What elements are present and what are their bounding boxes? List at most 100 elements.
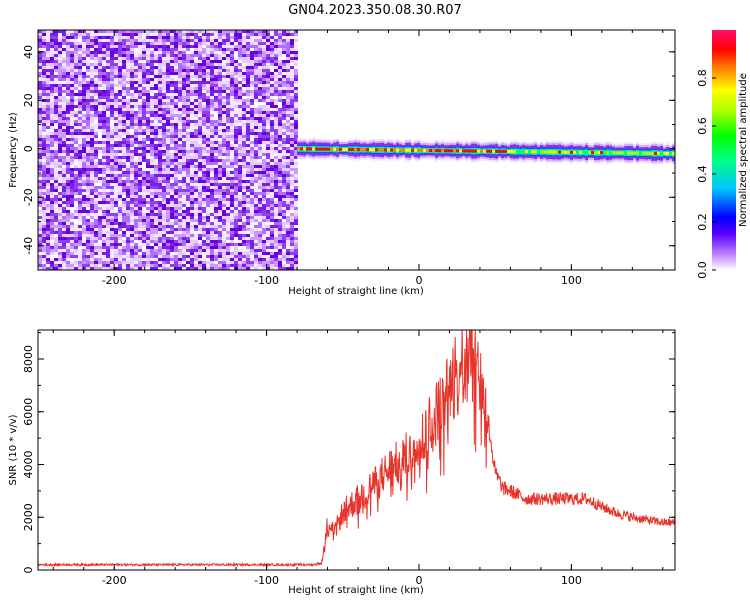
heatmap-cell — [242, 258, 246, 261]
heatmap-cell — [190, 102, 194, 105]
heatmap-cell — [90, 183, 94, 186]
heatmap-cell — [278, 96, 282, 99]
heatmap-cell — [190, 231, 194, 234]
heatmap-cell — [178, 63, 182, 66]
heatmap-cell — [186, 261, 190, 264]
heatmap-cell — [78, 144, 82, 147]
heatmap-cell — [234, 204, 238, 207]
heatmap-cell — [198, 39, 202, 42]
heatmap-cell — [98, 30, 102, 33]
heatmap-cell — [86, 39, 90, 42]
heatmap-cell — [110, 240, 114, 243]
heatmap-cell — [166, 171, 170, 174]
heatmap-cell — [50, 72, 54, 75]
heatmap-cell — [190, 147, 194, 150]
heatmap-cell — [250, 180, 254, 183]
heatmap-cell — [150, 207, 154, 210]
heatmap-cell — [282, 240, 286, 243]
heatmap-cell — [250, 249, 254, 252]
heatmap-cell — [270, 45, 274, 48]
heatmap-cell — [262, 228, 266, 231]
heatmap-cell — [98, 78, 102, 81]
heatmap-cell — [54, 45, 58, 48]
heatmap-cell — [106, 102, 110, 105]
heatmap-cell — [126, 102, 130, 105]
heatmap-cell — [210, 96, 214, 99]
heatmap-cell — [94, 186, 98, 189]
heatmap-cell — [194, 141, 198, 144]
heatmap-cell — [158, 186, 162, 189]
heatmap-cell — [238, 198, 242, 201]
heatmap-cell — [150, 159, 154, 162]
heatmap-cell — [242, 120, 246, 123]
heatmap-cell — [78, 258, 82, 261]
heatmap-cell — [182, 186, 186, 189]
heatmap-cell — [258, 51, 262, 54]
heatmap-cell — [270, 72, 274, 75]
heatmap-cell — [70, 48, 74, 51]
heatmap-cell — [118, 120, 122, 123]
heatmap-cell — [46, 81, 50, 84]
heatmap-cell — [182, 150, 186, 153]
heatmap-cell — [82, 201, 86, 204]
heatmap-cell — [202, 234, 206, 237]
heatmap-cell — [226, 249, 230, 252]
heatmap-cell — [86, 243, 90, 246]
heatmap-cell — [174, 78, 178, 81]
heatmap-cell — [162, 60, 166, 63]
heatmap-cell — [278, 138, 282, 141]
heatmap-cell — [226, 57, 230, 60]
heatmap-cell — [210, 216, 214, 219]
heatmap-cell — [154, 171, 158, 174]
heatmap-cell — [162, 45, 166, 48]
heatmap-cell — [278, 78, 282, 81]
heatmap-cell — [62, 144, 66, 147]
heatmap-cell — [94, 114, 98, 117]
heatmap-cell — [230, 198, 234, 201]
heatmap-cell — [58, 90, 62, 93]
heatmap-cell — [154, 174, 158, 177]
heatmap-cell — [174, 87, 178, 90]
heatmap-cell — [174, 129, 178, 132]
heatmap-cell — [130, 171, 134, 174]
heatmap-cell — [234, 69, 238, 72]
heatmap-cell — [66, 237, 70, 240]
heatmap-cell — [214, 252, 218, 255]
heatmap-cell — [242, 222, 246, 225]
heatmap-cell — [66, 132, 70, 135]
heatmap-cell — [278, 141, 282, 144]
heatmap-cell — [122, 45, 126, 48]
heatmap-cell — [238, 72, 242, 75]
heatmap-cell — [274, 162, 278, 165]
heatmap-cell — [170, 54, 174, 57]
heatmap-cell — [50, 201, 54, 204]
heatmap-cell — [142, 240, 146, 243]
heatmap-cell — [110, 69, 114, 72]
heatmap-cell — [294, 168, 298, 171]
heatmap-cell — [70, 153, 74, 156]
heatmap-cell — [258, 201, 262, 204]
heatmap-cell — [102, 261, 106, 264]
heatmap-cell — [186, 81, 190, 84]
heatmap-cell — [138, 123, 142, 126]
heatmap-cell — [286, 102, 290, 105]
heatmap-cell — [42, 45, 46, 48]
heatmap-cell — [190, 99, 194, 102]
heatmap-cell — [210, 198, 214, 201]
heatmap-cell — [162, 153, 166, 156]
heatmap-cell — [246, 165, 250, 168]
heatmap-cell — [126, 126, 130, 129]
heatmap-cell — [58, 99, 62, 102]
heatmap-cell — [138, 93, 142, 96]
heatmap-cell — [110, 201, 114, 204]
heatmap-cell — [82, 252, 86, 255]
heatmap-cell — [54, 168, 58, 171]
heatmap-cell — [290, 99, 294, 102]
heatmap-cell — [74, 228, 78, 231]
heatmap-cell — [46, 30, 50, 33]
heatmap-cell — [70, 144, 74, 147]
heatmap-cell — [150, 114, 154, 117]
heatmap-cell — [194, 264, 198, 267]
heatmap-cell — [38, 195, 42, 198]
heatmap-cell — [98, 141, 102, 144]
